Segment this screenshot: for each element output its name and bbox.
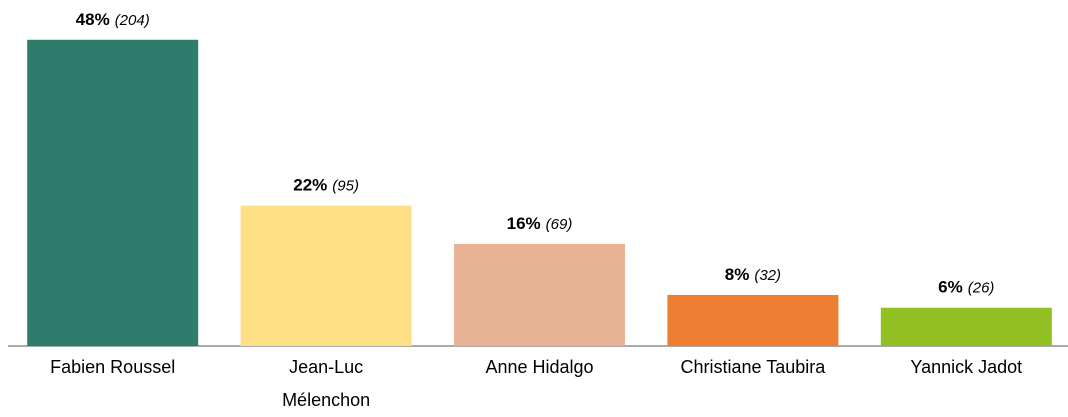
- x-tick-label: Yannick Jadot: [910, 357, 1023, 377]
- value-label: 16%: [507, 214, 541, 233]
- value-label: 6%: [938, 278, 963, 297]
- value-label: 8%: [725, 265, 750, 284]
- data-label: 48% (204): [76, 10, 150, 29]
- data-label: 16% (69): [507, 214, 573, 233]
- bar: [240, 205, 412, 346]
- bar: [667, 294, 839, 346]
- bar: [880, 307, 1052, 346]
- data-label: 22% (95): [293, 176, 359, 195]
- count-label: (26): [968, 280, 995, 297]
- bar: [454, 243, 625, 346]
- x-tick-label: Fabien Roussel: [50, 357, 176, 377]
- x-tick-label: Jean-Luc Mélenchon: [282, 357, 371, 410]
- count-label: (204): [115, 12, 150, 29]
- count-label: (95): [332, 178, 359, 195]
- bar: [27, 39, 199, 346]
- data-label: 6% (26): [938, 278, 994, 297]
- value-label: 22%: [293, 176, 327, 195]
- x-tick-label: Anne Hidalgo: [485, 357, 594, 377]
- count-label: (32): [754, 267, 781, 284]
- data-label: 8% (32): [725, 265, 781, 284]
- count-label: (69): [546, 216, 573, 233]
- x-tick-label: Christiane Taubira: [680, 357, 826, 377]
- value-label: 48%: [76, 10, 110, 29]
